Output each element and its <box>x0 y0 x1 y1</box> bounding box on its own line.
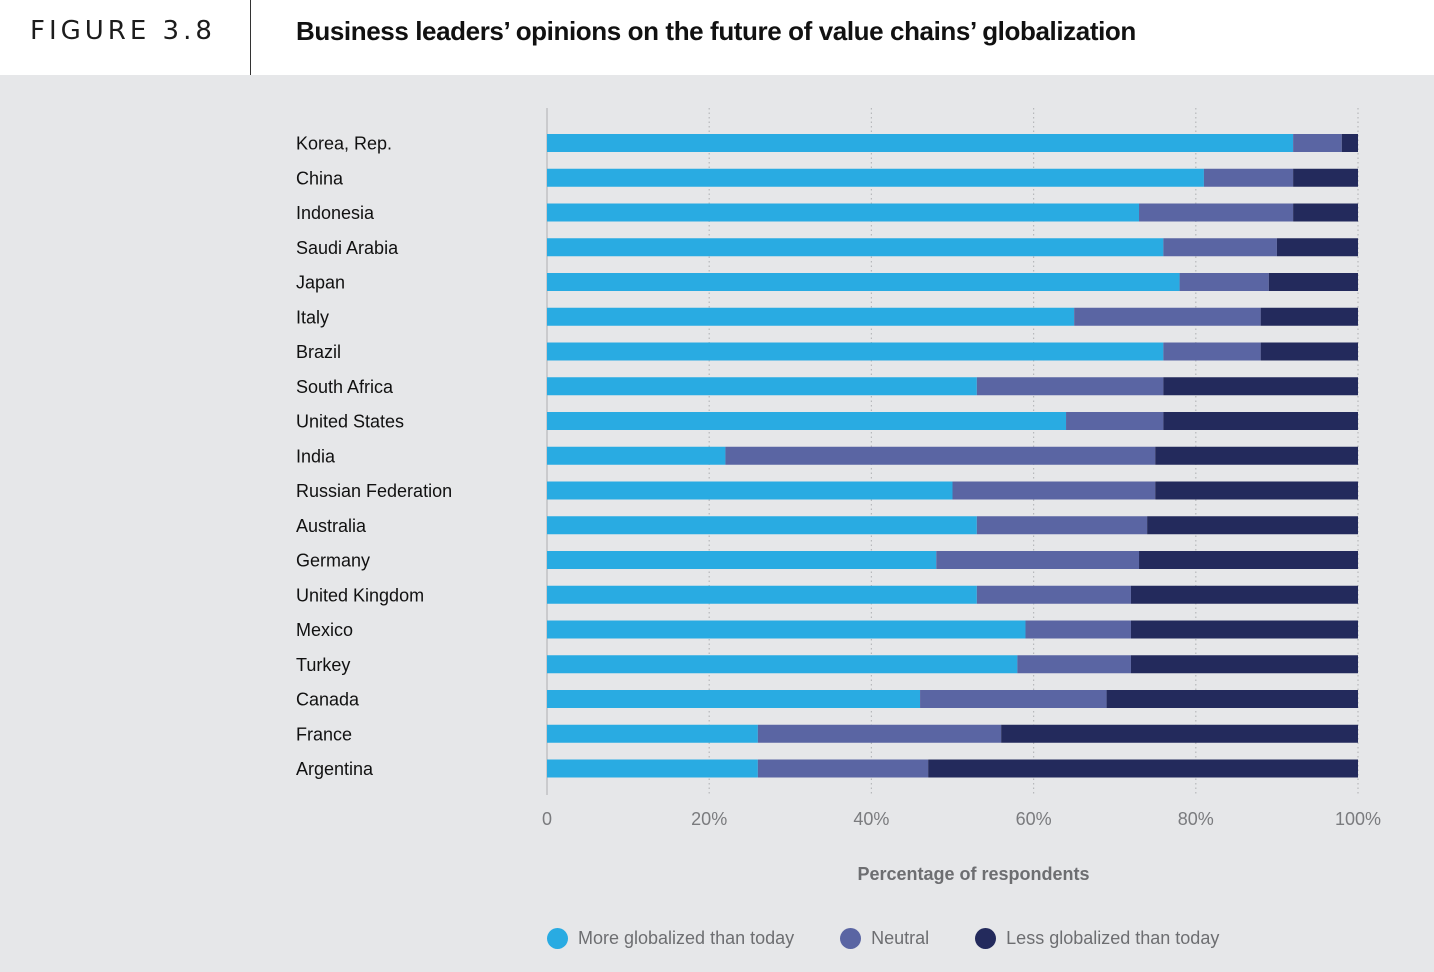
bar-segment-more <box>547 724 758 743</box>
legend-label-more: More globalized than today <box>578 927 795 948</box>
bar-segment-more <box>547 759 758 778</box>
bar-segment-more <box>547 273 1180 291</box>
bar-segment-neutral <box>920 690 1107 708</box>
bar-segment-neutral <box>976 377 1164 396</box>
bar-segment-less <box>1001 724 1358 743</box>
bar-segment-less <box>1155 446 1358 465</box>
category-label: China <box>296 168 344 188</box>
x-tick-label: 40% <box>853 809 889 829</box>
bar-segment-more <box>547 342 1164 361</box>
bar-segment-less <box>1293 168 1358 187</box>
bar-segment-neutral <box>1179 273 1269 291</box>
bar-segment-less <box>1155 481 1358 500</box>
figure-label: FIGURE 3.8 <box>30 16 216 46</box>
bar-segment-more <box>547 620 1026 639</box>
bar-segment-less <box>1268 273 1358 291</box>
bar-segment-neutral <box>1139 203 1294 222</box>
bar-segment-less <box>1130 585 1358 604</box>
bar-segment-more <box>547 690 921 708</box>
category-label: Argentina <box>296 759 374 779</box>
bar-segment-neutral <box>725 446 1156 465</box>
bar-segment-more <box>547 377 977 396</box>
category-label: South Africa <box>296 377 394 397</box>
bar-segment-less <box>1276 238 1358 257</box>
bar-segment-more <box>547 585 977 604</box>
bar-segment-neutral <box>1293 134 1342 152</box>
bar-segment-neutral <box>1163 342 1261 361</box>
category-label: Mexico <box>296 620 353 640</box>
figure-title: Business leaders’ opinions on the future… <box>296 16 1136 46</box>
legend-label-less: Less globalized than today <box>1006 927 1220 948</box>
category-label: United States <box>296 412 404 432</box>
category-label: France <box>296 724 352 744</box>
bar-segment-less <box>1163 377 1358 396</box>
category-label: Saudi Arabia <box>296 238 399 258</box>
chart-legend: More globalized than today Neutral Less … <box>547 926 1265 950</box>
x-axis-title: Percentage of respondents <box>857 864 1089 884</box>
bar-segment-less <box>1130 655 1358 674</box>
x-tick-label: 0 <box>542 809 552 829</box>
figure-header: FIGURE 3.8 Business leaders’ opinions on… <box>0 0 1434 75</box>
x-tick-label: 20% <box>691 809 727 829</box>
bar-segment-more <box>547 238 1164 257</box>
bar-segment-less <box>1293 203 1358 222</box>
bar-segment-neutral <box>1025 620 1131 639</box>
bar-segment-less <box>1139 551 1358 569</box>
bar-segment-neutral <box>1203 168 1294 187</box>
category-label: Germany <box>296 551 370 571</box>
category-label: Turkey <box>296 655 350 675</box>
bar-segment-more <box>547 168 1204 187</box>
category-label: India <box>296 446 336 466</box>
legend-swatch-neutral <box>840 927 862 949</box>
x-tick-label: 80% <box>1178 809 1214 829</box>
bar-segment-less <box>1106 690 1358 708</box>
category-label: Brazil <box>296 342 341 362</box>
category-label: Italy <box>296 307 329 327</box>
legend-swatch-more <box>547 927 568 949</box>
bar-segment-neutral <box>952 481 1156 500</box>
bar-segment-more <box>547 446 726 465</box>
bar-segment-less <box>1147 516 1358 535</box>
bar-segment-neutral <box>757 759 929 778</box>
legend-item-less: Less globalized than today <box>975 927 1220 949</box>
category-label: United Kingdom <box>296 585 424 605</box>
x-tick-label: 100% <box>1335 809 1381 829</box>
bar-segment-less <box>1341 134 1358 152</box>
bar-segment-less <box>1130 620 1358 639</box>
bar-segment-less <box>1163 412 1358 430</box>
legend-item-more: More globalized than today <box>547 927 795 949</box>
bar-segment-less <box>928 759 1358 778</box>
legend-swatch-less <box>975 927 997 949</box>
x-tick-label: 60% <box>1016 809 1052 829</box>
bar-segment-neutral <box>976 585 1131 604</box>
bar-segment-more <box>547 655 1018 674</box>
category-label: Canada <box>296 690 360 710</box>
bar-segment-more <box>547 203 1140 222</box>
bar-segment-neutral <box>1017 655 1131 674</box>
bar-segment-more <box>547 134 1294 152</box>
category-label: Australia <box>296 516 367 536</box>
category-label: Indonesia <box>296 203 375 223</box>
bar-segment-neutral <box>976 516 1148 535</box>
bar-segment-more <box>547 307 1075 326</box>
bar-segment-less <box>1260 307 1358 326</box>
category-label: Japan <box>296 273 345 293</box>
bar-segment-neutral <box>936 551 1140 569</box>
bar-segment-more <box>547 481 953 500</box>
header-divider <box>250 0 251 75</box>
bar-segment-less <box>1260 342 1358 361</box>
bar-segment-neutral <box>1074 307 1261 326</box>
bar-segment-more <box>547 551 937 569</box>
legend-item-neutral: Neutral <box>840 927 930 949</box>
bar-segment-more <box>547 516 977 535</box>
bar-segment-neutral <box>1163 238 1277 257</box>
bar-segment-neutral <box>757 724 1002 743</box>
bar-segment-neutral <box>1066 412 1164 430</box>
bar-segment-more <box>547 412 1067 430</box>
legend-label-neutral: Neutral <box>871 927 930 948</box>
category-label: Russian Federation <box>296 481 452 501</box>
category-label: Korea, Rep. <box>296 134 392 154</box>
